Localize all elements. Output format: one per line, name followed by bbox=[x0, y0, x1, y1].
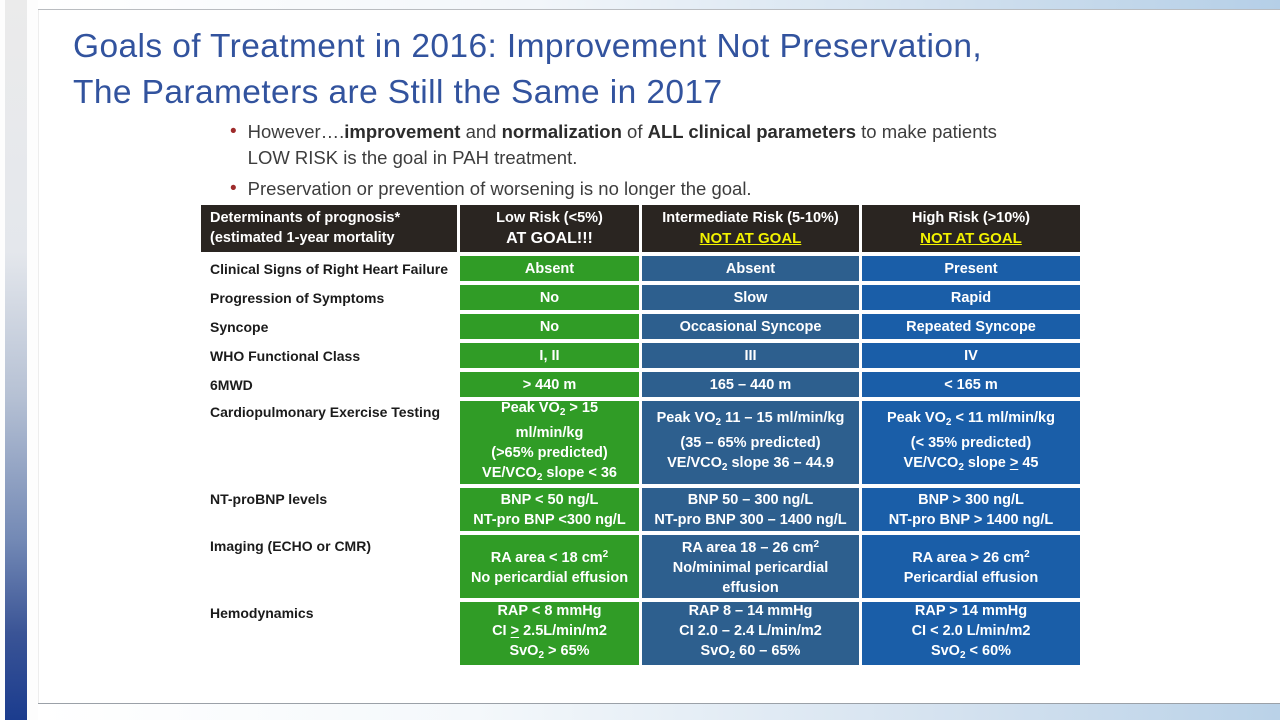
high-risk-cell: RAP > 14 mmHg CI < 2.0 L/min/m2 SvO2 < 60% bbox=[862, 602, 1080, 665]
table-row: Syncope No Occasional Syncope Repeated S… bbox=[201, 314, 1080, 339]
high-risk-cell: Rapid bbox=[862, 285, 1080, 310]
left-gradient-strip bbox=[5, 0, 27, 720]
low-risk-cell: BNP < 50 ng/L NT-pro BNP <300 ng/L bbox=[460, 488, 639, 531]
intermediate-risk-cell: Occasional Syncope bbox=[642, 314, 859, 339]
header-high-risk-label: High Risk (>10%) bbox=[911, 210, 1031, 226]
bullet-text: Preservation or prevention of worsening … bbox=[247, 178, 752, 199]
low-risk-cell: No bbox=[460, 314, 639, 339]
bullet-dot-icon: • bbox=[230, 178, 237, 199]
slide: Goals of Treatment in 2016: Improvement … bbox=[38, 10, 1280, 703]
low-risk-cell: Absent bbox=[460, 256, 639, 281]
bullet-list: • However….improvement and normalization… bbox=[230, 119, 1025, 207]
intermediate-risk-cell: Absent bbox=[642, 256, 859, 281]
low-risk-cell: > 440 m bbox=[460, 372, 639, 397]
header-determinants-line2: (estimated 1-year mortality bbox=[210, 229, 395, 246]
low-risk-status: AT GOAL!!! bbox=[506, 229, 593, 247]
table-row: Imaging (ECHO or CMR) RA area < 18 cm2 No… bbox=[201, 535, 1080, 598]
high-risk-cell: < 165 m bbox=[862, 372, 1080, 397]
row-label: 6MWD bbox=[201, 372, 457, 397]
low-risk-cell: I, II bbox=[460, 343, 639, 368]
intermediate-risk-status: NOT AT GOAL bbox=[699, 229, 802, 247]
row-label: Cardiopulmonary Exercise Testing bbox=[201, 401, 457, 484]
high-risk-cell: IV bbox=[862, 343, 1080, 368]
row-label: Hemodynamics bbox=[201, 602, 457, 665]
header-low-risk-label: Low Risk (<5%) bbox=[496, 210, 603, 226]
table-row: Cardiopulmonary Exercise Testing Peak VO… bbox=[201, 400, 1080, 484]
intermediate-risk-cell: III bbox=[642, 343, 859, 368]
header-intermediate-risk: Intermediate Risk (5-10%) NOT AT GOAL bbox=[642, 205, 859, 252]
left-rail bbox=[0, 0, 38, 720]
header-intermediate-risk-label: Intermediate Risk (5-10%) bbox=[662, 210, 839, 226]
high-risk-cell: Repeated Syncope bbox=[862, 314, 1080, 339]
intermediate-risk-cell: BNP 50 – 300 ng/L NT-pro BNP 300 – 1400 n… bbox=[642, 488, 859, 531]
header-determinants: Determinants of prognosis* (estimated 1-… bbox=[201, 205, 457, 252]
table-row: NT-proBNP levels BNP < 50 ng/L NT-pro BNP… bbox=[201, 488, 1080, 531]
bullet-item: • Preservation or prevention of worsenin… bbox=[230, 176, 1025, 202]
header-low-risk: Low Risk (<5%) AT GOAL!!! bbox=[460, 205, 639, 252]
table-row: Clinical Signs of Right Heart Failure Ab… bbox=[201, 256, 1080, 281]
header-high-risk: High Risk (>10%) NOT AT GOAL bbox=[862, 205, 1080, 252]
table-body: Clinical Signs of Right Heart Failure Ab… bbox=[201, 256, 1080, 665]
prognosis-table: Determinants of prognosis* (estimated 1-… bbox=[201, 205, 1080, 669]
row-label: WHO Functional Class bbox=[201, 343, 457, 368]
low-risk-cell: Peak VO2 > 15 ml/min/kg (>65% predicted) VE… bbox=[460, 400, 639, 484]
table-row: Progression of Symptoms No Slow Rapid bbox=[201, 285, 1080, 310]
high-risk-cell: Peak VO2 < 11 ml/min/kg (< 35% predicted)… bbox=[862, 401, 1080, 484]
top-border-band bbox=[38, 0, 1280, 10]
intermediate-risk-cell: Peak VO2 11 – 15 ml/min/kg (35 – 65% pred… bbox=[642, 401, 859, 484]
bottom-border-band bbox=[38, 703, 1280, 720]
table-row: 6MWD > 440 m 165 – 440 m < 165 m bbox=[201, 372, 1080, 397]
low-risk-cell: RAP < 8 mmHg CI > 2.5L/min/m2 SvO2 > 65% bbox=[460, 602, 639, 665]
table-row: Hemodynamics RAP < 8 mmHg CI > 2.5L/min/m… bbox=[201, 602, 1080, 665]
high-risk-cell: RA area > 26 cm2 Pericardial effusion bbox=[862, 535, 1080, 598]
page-title: Goals of Treatment in 2016: Improvement … bbox=[73, 24, 1253, 115]
row-label: Imaging (ECHO or CMR) bbox=[201, 535, 457, 598]
bullet-item: • However….improvement and normalization… bbox=[230, 119, 1025, 171]
row-label: Progression of Symptoms bbox=[201, 285, 457, 310]
intermediate-risk-cell: 165 – 440 m bbox=[642, 372, 859, 397]
table-row: WHO Functional Class I, II III IV bbox=[201, 343, 1080, 368]
row-label: Syncope bbox=[201, 314, 457, 339]
bullet-text: However….improvement and normalization o… bbox=[247, 121, 997, 168]
row-label: Clinical Signs of Right Heart Failure bbox=[201, 256, 457, 281]
table-header-row: Determinants of prognosis* (estimated 1-… bbox=[201, 205, 1080, 252]
low-risk-cell: RA area < 18 cm2 No pericardial effusion bbox=[460, 535, 639, 598]
row-label: NT-proBNP levels bbox=[201, 488, 457, 531]
intermediate-risk-cell: Slow bbox=[642, 285, 859, 310]
intermediate-risk-cell: RA area 18 – 26 cm2 No/minimal pericardia… bbox=[642, 535, 859, 598]
intermediate-risk-cell: RAP 8 – 14 mmHg CI 2.0 – 2.4 L/min/m2 SvO2… bbox=[642, 602, 859, 665]
bullet-dot-icon: • bbox=[230, 121, 237, 142]
page-title-line2: The Parameters are Still the Same in 201… bbox=[73, 73, 723, 111]
high-risk-cell: BNP > 300 ng/L NT-pro BNP > 1400 ng/L bbox=[862, 488, 1080, 531]
high-risk-cell: Present bbox=[862, 256, 1080, 281]
header-determinants-line1: Determinants of prognosis* bbox=[210, 210, 401, 226]
page-title-line1: Goals of Treatment in 2016: Improvement … bbox=[73, 28, 983, 65]
high-risk-status: NOT AT GOAL bbox=[920, 229, 1022, 247]
low-risk-cell: No bbox=[460, 285, 639, 310]
